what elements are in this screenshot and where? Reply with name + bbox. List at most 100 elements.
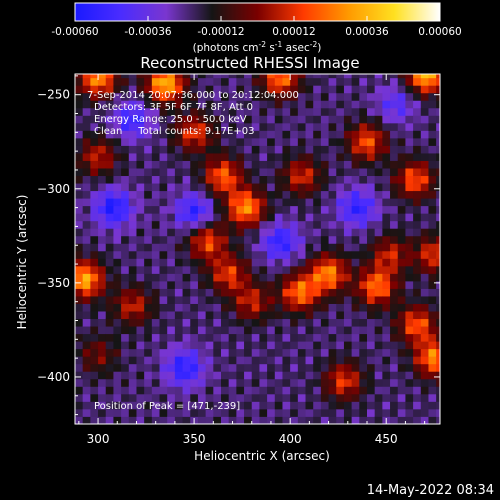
heatmap-cell [336,371,345,380]
heatmap-cell [397,130,406,139]
heatmap-cell [75,228,84,237]
heatmap-cell [297,408,306,417]
heatmap-cell [328,168,337,177]
heatmap-cell [267,341,276,350]
heatmap-cell [351,160,360,169]
heatmap-cell [290,311,299,320]
heatmap-cell [167,288,176,297]
heatmap-cell [244,183,253,192]
heatmap-cell [121,130,130,139]
heatmap-cell [121,250,130,259]
heatmap-cell [290,190,299,199]
heatmap-cell [428,168,437,177]
heatmap-cell [267,258,276,267]
heatmap-cell [390,318,399,327]
heatmap-cell [336,393,345,402]
heatmap-cell [213,183,222,192]
heatmap-cell [221,408,230,417]
heatmap-cell [121,145,130,154]
heatmap-cell [228,137,237,146]
heatmap-cell [136,130,145,139]
heatmap-cell [167,386,176,395]
heatmap-cell [90,393,99,402]
heatmap-cell [121,273,130,282]
heatmap-cell [228,348,237,357]
heatmap-cell [128,356,137,365]
heatmap-cell [228,371,237,380]
heatmap-cell [390,333,399,342]
heatmap-cell [144,371,153,380]
heatmap-cell [159,130,168,139]
heatmap-cell [290,371,299,380]
heatmap-cell [228,333,237,342]
heatmap-cell [121,280,130,289]
heatmap-cell [413,243,422,252]
heatmap-cell [290,250,299,259]
heatmap-cell [328,153,337,161]
heatmap-cell [413,190,422,199]
heatmap-cell [420,85,429,94]
heatmap-cell [313,137,322,146]
heatmap-cell [420,220,429,229]
heatmap-cell [151,92,160,101]
heatmap-cell [121,74,130,79]
heatmap-cell [159,205,168,214]
heatmap-cell [267,183,276,192]
heatmap-cell [136,74,145,79]
heatmap-cell [205,115,214,124]
heatmap-cell [205,318,214,327]
heatmap-cell [105,311,114,320]
heatmap-cell [82,92,91,101]
heatmap-cell [159,153,168,161]
heatmap-cell [336,356,345,365]
heatmap-cell [313,220,322,229]
heatmap-cell [213,92,222,101]
heatmap-cell [98,258,107,267]
heatmap-cell [343,115,353,124]
heatmap-cell [105,371,114,380]
heatmap-cell [436,288,441,297]
heatmap-cell [221,107,230,116]
heatmap-cell [167,280,176,289]
heatmap-cell [167,137,176,146]
heatmap-cell [436,265,441,274]
heatmap-cell [359,145,368,154]
heatmap-cell [382,273,391,282]
heatmap-cell [75,235,84,244]
heatmap-cell [251,85,260,94]
heatmap-cell [159,220,168,229]
heatmap-cell [236,115,245,124]
heatmap-cell [297,288,306,297]
heatmap-cell [313,243,322,252]
heatmap-cell [144,175,153,184]
heatmap-cell [367,296,376,304]
heatmap-cell [121,408,130,417]
heatmap-cell [228,363,237,372]
heatmap-cell [351,228,360,237]
heatmap-cell [182,288,191,297]
heatmap-cell [367,356,376,365]
heatmap-cell [197,311,207,320]
heatmap-cell [113,137,122,146]
heatmap-cell [236,228,245,237]
heatmap-cell [374,288,383,297]
heatmap-cell [75,107,84,116]
heatmap-cell [128,175,137,184]
heatmap-cell [205,168,214,177]
heatmap-cell [82,183,91,192]
heatmap-cell [343,333,353,342]
heatmap-cell [436,228,441,237]
heatmap-cell [351,243,360,252]
heatmap-cell [359,175,368,184]
heatmap-cell [105,205,114,214]
heatmap-cell [428,386,437,395]
heatmap-cell [436,183,441,192]
heatmap-cell [144,137,153,146]
heatmap-cell [113,115,122,124]
heatmap-cell [397,371,406,380]
heatmap-cell [244,341,253,350]
heatmap-cell [290,243,299,252]
heatmap-cell [98,296,107,304]
heatmap-cell [221,175,230,184]
heatmap-cell [343,243,353,252]
